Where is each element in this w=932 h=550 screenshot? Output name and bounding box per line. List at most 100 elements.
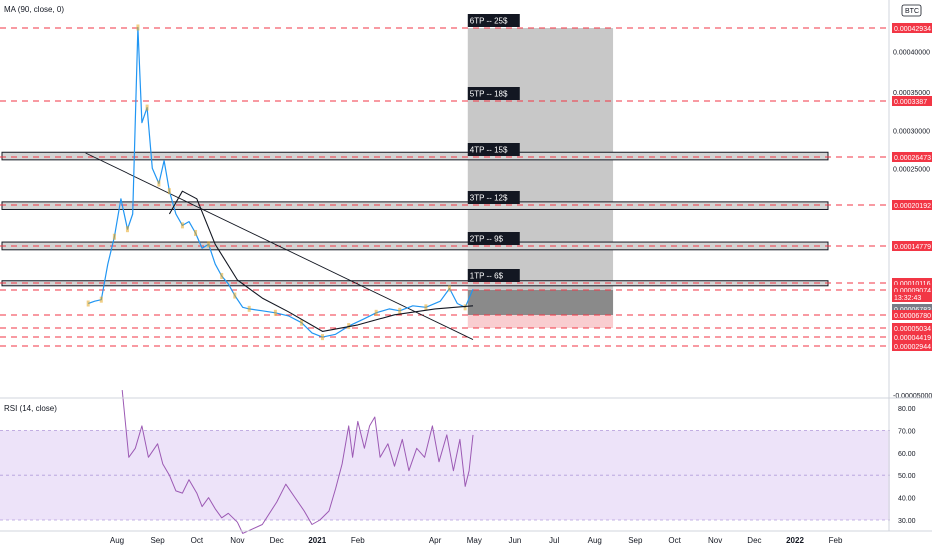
price-tag-bg bbox=[892, 152, 932, 162]
price-tag: 0.00020192 bbox=[894, 203, 931, 210]
target-label-3: 3TP -- 12$ bbox=[467, 191, 520, 204]
rsi-indicator-label[interactable]: RSI (14, close) bbox=[4, 404, 57, 413]
time-axis-tick: Dec bbox=[747, 536, 761, 545]
target-label-bg bbox=[467, 14, 520, 27]
target-label-text: 3TP -- 12$ bbox=[470, 194, 508, 203]
price-candle bbox=[374, 309, 378, 316]
target-label-bg bbox=[467, 232, 520, 245]
time-axis-tick: Nov bbox=[708, 536, 722, 545]
price-axis-tick: 0.00025000 bbox=[893, 166, 930, 173]
price-candle bbox=[99, 296, 103, 303]
price-tag-bg bbox=[892, 200, 932, 210]
rsi-series-layer bbox=[121, 390, 474, 534]
price-candle bbox=[447, 285, 451, 292]
time-axis-tick: Nov bbox=[230, 536, 244, 545]
target-label-bg bbox=[467, 87, 520, 100]
price-tag: 0.00004419 bbox=[894, 335, 931, 342]
price-axis-layer: 0.00040000 0.00035000 0.00030000 0.00025000… bbox=[890, 0, 932, 530]
time-axis-tick: 2022 bbox=[786, 536, 804, 545]
time-axis-tick: Jul bbox=[549, 536, 559, 545]
price-tag-bg bbox=[892, 96, 932, 106]
price-axis-tick: 0.00035000 bbox=[893, 90, 930, 97]
price-candle bbox=[247, 305, 251, 312]
target-label-bg bbox=[467, 269, 520, 282]
price-candle bbox=[463, 304, 467, 311]
target-label-text: 5TP -- 18$ bbox=[470, 90, 508, 99]
price-axis-tick: 0.00040000 bbox=[893, 50, 930, 57]
price-tag-bg bbox=[892, 292, 932, 302]
price-candle bbox=[220, 272, 224, 279]
price-candle bbox=[424, 304, 428, 311]
price-candle bbox=[125, 226, 129, 233]
time-axis-tick: Oct bbox=[191, 536, 204, 545]
price-tag: 0.00010116 bbox=[894, 281, 931, 288]
support-zone bbox=[1, 201, 829, 210]
price-candle bbox=[145, 104, 149, 111]
rsi-axis-tick: 80.00 bbox=[898, 406, 916, 413]
price-candle bbox=[194, 229, 198, 236]
time-axis-tick: May bbox=[467, 536, 482, 545]
price-tag-bg bbox=[892, 241, 932, 251]
price-candle bbox=[207, 241, 211, 248]
time-axis-tick: Sep bbox=[628, 536, 643, 545]
price-tag-bg bbox=[892, 310, 932, 320]
time-axis-tick: Aug bbox=[588, 536, 602, 545]
time-axis-tick: Feb bbox=[829, 536, 843, 545]
price-tag-bg bbox=[892, 304, 932, 314]
price-candle bbox=[136, 24, 140, 31]
rsi-axis-tick: 30.00 bbox=[898, 518, 916, 525]
price-tag: 0.00005034 bbox=[894, 326, 931, 333]
price-tag-bg bbox=[892, 323, 932, 333]
price-tag-bg bbox=[892, 341, 932, 351]
target-label-4: 4TP -- 15$ bbox=[467, 143, 520, 156]
target-label-1: 1TP -- 6$ bbox=[467, 269, 520, 282]
time-axis-tick: Dec bbox=[270, 536, 284, 545]
price-candle bbox=[300, 319, 304, 326]
price-tag-bg bbox=[892, 278, 932, 288]
rsi-axis-tick: 50.00 bbox=[898, 473, 916, 480]
trendline-layer bbox=[85, 152, 474, 340]
price-tag: 13:32:43 bbox=[894, 295, 921, 302]
price-tag: 0.00009074 bbox=[894, 288, 931, 295]
price-candle bbox=[180, 222, 184, 229]
target-label-text: 2TP -- 9$ bbox=[470, 235, 504, 244]
price-candle bbox=[157, 180, 161, 187]
target-levels-layer bbox=[0, 27, 890, 347]
rsi-axis-tick: 70.00 bbox=[898, 428, 916, 435]
price-tag: 0.00014779 bbox=[894, 244, 931, 251]
price-tag: 0.00006780 bbox=[894, 313, 931, 320]
time-axis-tick: Jun bbox=[508, 536, 521, 545]
price-candle bbox=[86, 300, 90, 307]
price-axis-tick: -0.00005000 bbox=[893, 393, 932, 400]
entry-box bbox=[467, 290, 614, 315]
price-candle bbox=[398, 307, 402, 314]
rsi-band-layer bbox=[0, 429, 890, 521]
price-candle bbox=[233, 292, 237, 299]
rsi-line bbox=[121, 390, 474, 534]
trendline bbox=[85, 152, 474, 340]
rsi-axis-tick: 60.00 bbox=[898, 451, 916, 458]
time-axis-tick: Feb bbox=[351, 536, 365, 545]
target-label-text: 6TP -- 25$ bbox=[470, 17, 508, 26]
price-tag: 0.0003387 bbox=[894, 99, 927, 106]
price-candle bbox=[273, 309, 277, 316]
currency-badge: BTC bbox=[901, 4, 922, 17]
price-line bbox=[87, 26, 474, 338]
ma-indicator-label[interactable]: MA (90, close, 0) bbox=[4, 5, 65, 14]
target-labels-layer: 6TP -- 25$ 5TP -- 18$ 4TP -- 15$ 3TP -- 12$… bbox=[467, 14, 520, 282]
price-tag: 0.00026473 bbox=[894, 155, 931, 162]
time-axis-tick: Oct bbox=[668, 536, 681, 545]
time-axis-tick: Apr bbox=[429, 536, 442, 545]
target-label-text: 4TP -- 15$ bbox=[470, 146, 508, 155]
price-tag: 0.00042934 bbox=[894, 26, 931, 33]
price-candle bbox=[320, 334, 324, 341]
price-candle bbox=[112, 233, 116, 240]
price-axis-bg bbox=[890, 0, 932, 530]
target-label-bg bbox=[467, 191, 520, 204]
time-axis-layer: Aug Sep Oct Nov Dec 2021 Feb Apr May Jun Jul Aug Sep… bbox=[110, 536, 843, 545]
target-label-5: 5TP -- 18$ bbox=[467, 87, 520, 100]
ma-line bbox=[168, 190, 474, 332]
time-axis-tick: Aug bbox=[110, 536, 124, 545]
time-axis-tick: 2021 bbox=[308, 536, 326, 545]
